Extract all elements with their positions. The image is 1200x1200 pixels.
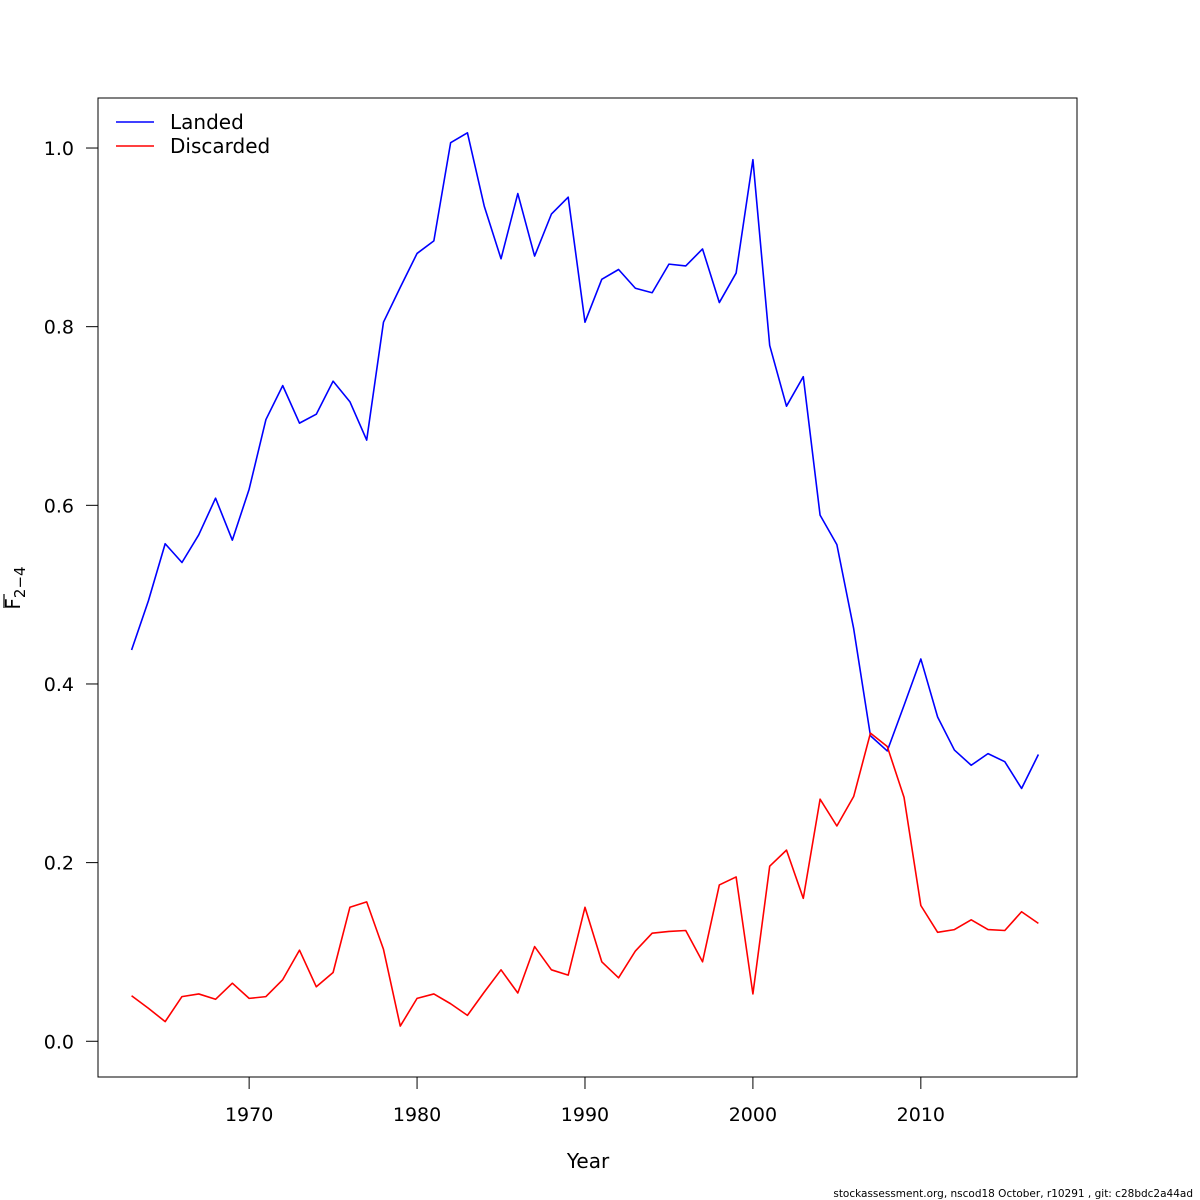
legend: Landed Discarded xyxy=(116,110,270,158)
y-tick-label: 1.0 xyxy=(44,138,74,160)
x-tick-label: 2010 xyxy=(897,1104,945,1126)
x-axis: 1970 1980 1990 2000 2010 xyxy=(225,1076,945,1126)
y-axis-title-main: F xyxy=(1,598,25,610)
legend-label-discarded: Discarded xyxy=(170,134,270,158)
y-axis-title-sub: 2−4 xyxy=(11,566,29,598)
series-line-discarded xyxy=(131,732,1039,1027)
footer-note: stockassessment.org, nscod18 October, r1… xyxy=(833,1188,1193,1200)
y-axis-title: F2−4 xyxy=(1,566,29,609)
y-tick-label: 0.2 xyxy=(44,853,74,875)
legend-label-landed: Landed xyxy=(170,110,244,134)
x-tick-label: 2000 xyxy=(729,1104,777,1126)
plot-frame xyxy=(97,97,1078,1078)
y-tick-label: 0.8 xyxy=(44,317,74,339)
svg-text:F2−4: F2−4 xyxy=(1,566,29,609)
x-tick-label: 1980 xyxy=(393,1104,441,1126)
x-tick-label: 1970 xyxy=(225,1104,273,1126)
series-layer xyxy=(130,132,1040,1027)
series-line-landed xyxy=(130,132,1040,790)
x-tick-label: 1990 xyxy=(561,1104,609,1126)
y-tick-label: 0.0 xyxy=(44,1031,74,1053)
y-axis: 0.0 0.2 0.4 0.6 0.8 1.0 xyxy=(44,138,99,1053)
x-axis-title: Year xyxy=(566,1149,610,1173)
y-tick-label: 0.4 xyxy=(44,674,74,696)
y-tick-label: 0.6 xyxy=(44,495,74,517)
